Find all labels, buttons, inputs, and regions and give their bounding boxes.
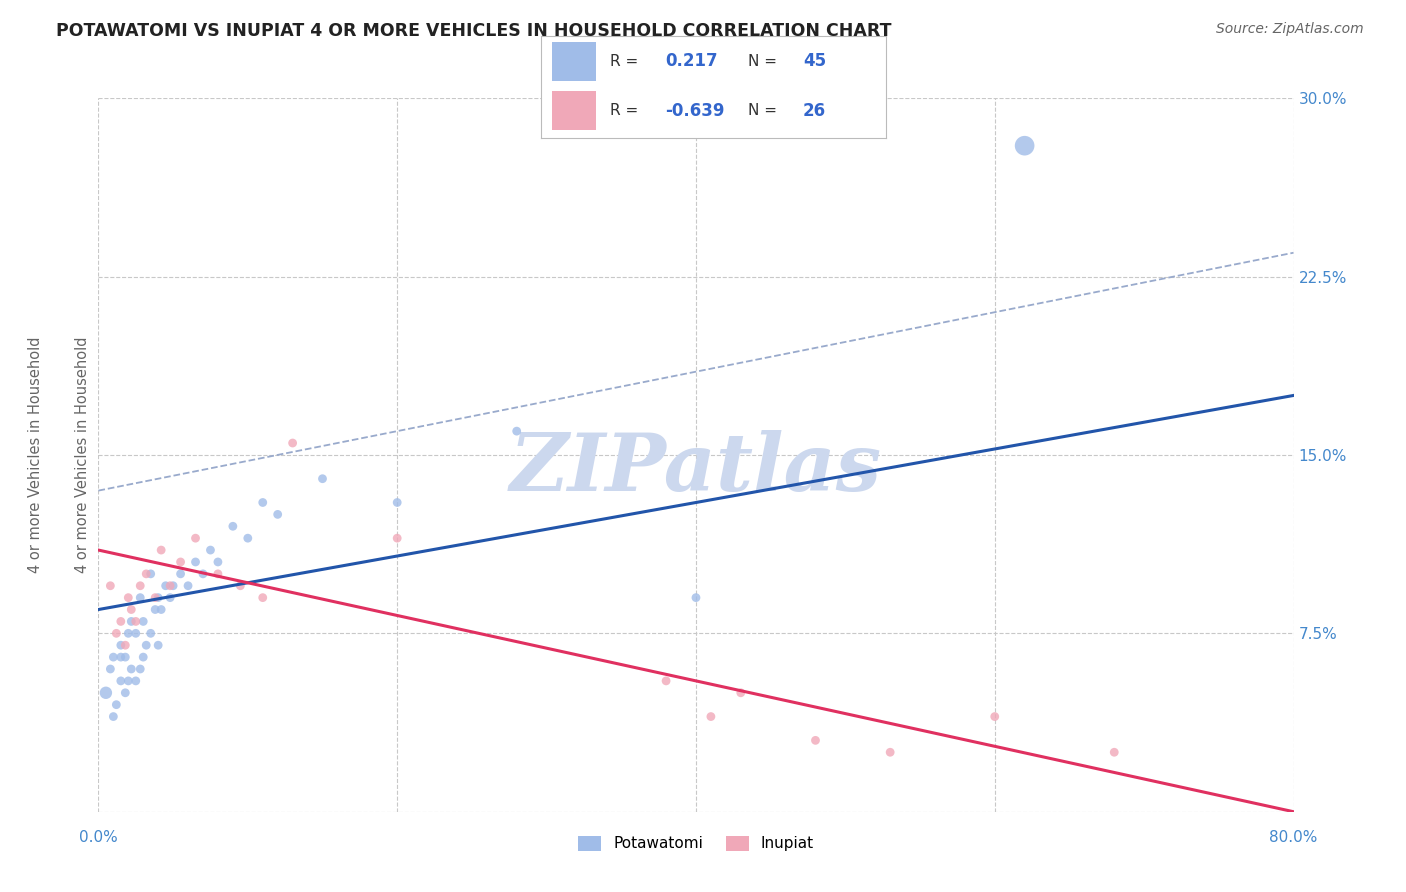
FancyBboxPatch shape [551, 42, 596, 81]
FancyBboxPatch shape [551, 91, 596, 130]
Point [114, 686, 136, 700]
Point [207, 566, 229, 581]
Point [132, 615, 155, 629]
Point [139, 566, 162, 581]
Point [100, 579, 122, 593]
Text: POTAWATOMI VS INUPIAT 4 OR MORE VEHICLES IN HOUSEHOLD CORRELATION CHART: POTAWATOMI VS INUPIAT 4 OR MORE VEHICLES… [56, 22, 891, 40]
Point [207, 555, 229, 569]
Text: N =: N = [748, 54, 778, 69]
Point [143, 591, 166, 605]
Point [143, 602, 166, 616]
Point [879, 745, 901, 759]
Point [655, 673, 678, 688]
Text: N =: N = [748, 103, 778, 118]
Point [281, 436, 304, 450]
Point [804, 733, 827, 747]
Point [385, 495, 409, 509]
Point [125, 626, 148, 640]
Point [110, 673, 132, 688]
Point [700, 709, 723, 723]
Point [159, 579, 181, 593]
Point [229, 579, 252, 593]
Point [120, 615, 142, 629]
Point [222, 519, 245, 533]
Point [103, 709, 125, 723]
Point [150, 543, 173, 558]
Point [252, 495, 274, 509]
Point [125, 615, 148, 629]
Text: ZIPatlas: ZIPatlas [510, 431, 882, 508]
Point [169, 555, 191, 569]
Point [267, 508, 290, 522]
Point [162, 579, 184, 593]
Text: R =: R = [610, 103, 638, 118]
Point [148, 638, 170, 652]
Point [148, 591, 170, 605]
Point [132, 650, 155, 665]
Point [125, 673, 148, 688]
Point [184, 555, 207, 569]
Point [129, 662, 152, 676]
Point [129, 579, 152, 593]
Point [114, 650, 136, 665]
Point [155, 579, 177, 593]
Point [94, 686, 117, 700]
Text: R =: R = [610, 54, 638, 69]
Text: 0.217: 0.217 [665, 53, 718, 70]
Point [117, 591, 139, 605]
Point [191, 566, 214, 581]
Point [385, 531, 409, 545]
Point [506, 424, 529, 438]
Point [135, 638, 157, 652]
Text: 80.0%: 80.0% [1270, 830, 1317, 845]
Point [252, 591, 274, 605]
Point [114, 638, 136, 652]
Text: 0.0%: 0.0% [79, 830, 118, 845]
Legend: Potawatomi, Inupiat: Potawatomi, Inupiat [572, 830, 820, 857]
Point [177, 579, 200, 593]
Text: -0.639: -0.639 [665, 102, 725, 120]
Point [105, 626, 128, 640]
Point [100, 662, 122, 676]
Point [117, 626, 139, 640]
Text: 45: 45 [803, 53, 827, 70]
Point [1104, 745, 1126, 759]
Point [1014, 138, 1036, 153]
Text: Source: ZipAtlas.com: Source: ZipAtlas.com [1216, 22, 1364, 37]
Point [150, 602, 173, 616]
Point [236, 531, 259, 545]
Point [103, 650, 125, 665]
Point [110, 638, 132, 652]
Point [311, 472, 333, 486]
Text: 4 or more Vehicles in Household: 4 or more Vehicles in Household [28, 336, 42, 574]
Point [129, 591, 152, 605]
Point [117, 673, 139, 688]
Point [139, 626, 162, 640]
Point [105, 698, 128, 712]
Point [135, 566, 157, 581]
Point [159, 591, 181, 605]
Point [110, 615, 132, 629]
Point [984, 709, 1007, 723]
Point [730, 686, 752, 700]
Y-axis label: 4 or more Vehicles in Household: 4 or more Vehicles in Household [75, 336, 90, 574]
Point [169, 566, 191, 581]
Point [120, 602, 142, 616]
Point [120, 662, 142, 676]
Point [110, 650, 132, 665]
Point [200, 543, 222, 558]
Point [184, 531, 207, 545]
Point [685, 591, 707, 605]
Text: 26: 26 [803, 102, 827, 120]
